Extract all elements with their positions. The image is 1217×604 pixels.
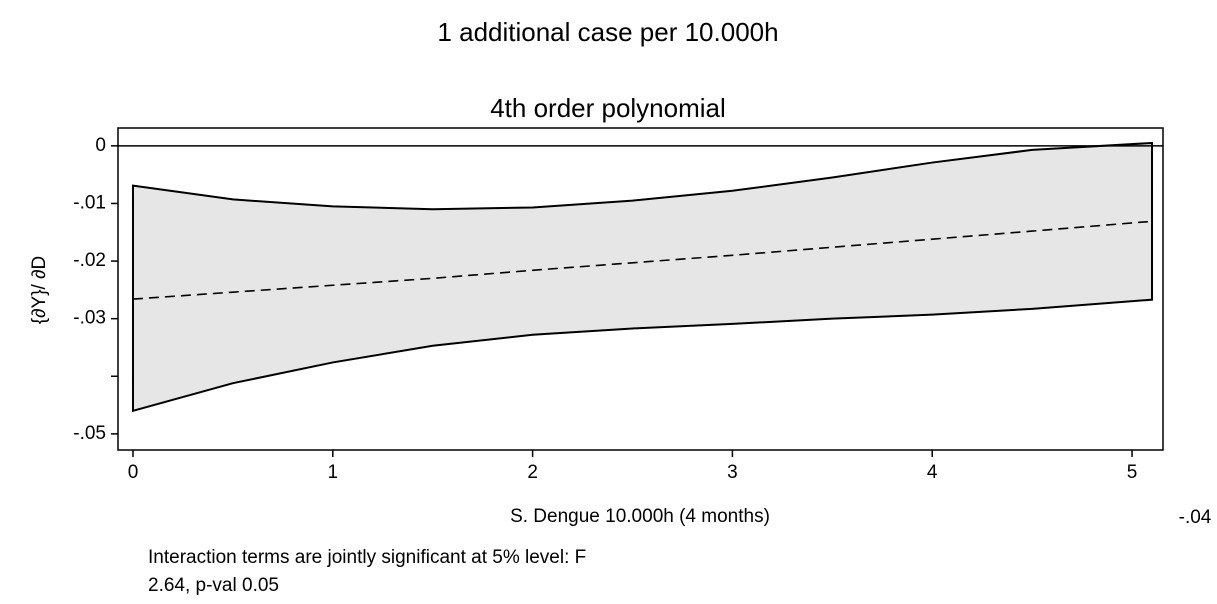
corner-label: -.04 bbox=[1179, 507, 1212, 528]
x-axis-label: S. Dengue 10.000h (4 months) bbox=[510, 506, 770, 527]
y-tick-label: -.01 bbox=[73, 192, 106, 213]
note: Interaction terms are jointly significan… bbox=[148, 547, 586, 568]
y-tick-label: -.05 bbox=[73, 423, 106, 444]
y-tick-label: 0 bbox=[95, 135, 106, 156]
x-tick-label: 0 bbox=[128, 462, 139, 483]
estimate-line bbox=[132, 220, 1153, 300]
chart-subtitle: 4th order polynomial bbox=[490, 93, 726, 123]
y-tick-label: -.02 bbox=[73, 250, 106, 271]
y-axis-label: {∂Y}/ ∂D bbox=[29, 256, 50, 324]
x-tick-label: 3 bbox=[727, 462, 738, 483]
x-tick-label: 4 bbox=[927, 462, 938, 483]
x-tick-label: 1 bbox=[328, 462, 339, 483]
plot-frame bbox=[117, 127, 1164, 451]
confidence-band bbox=[131, 141, 1154, 413]
y-tick-label: -.03 bbox=[73, 308, 106, 329]
note: 2.64, p-val 0.05 bbox=[148, 575, 279, 596]
x-tick-label: 2 bbox=[527, 462, 538, 483]
chart-title: 1 additional case per 10.000h bbox=[437, 17, 778, 47]
x-tick-label: 5 bbox=[1127, 462, 1138, 483]
